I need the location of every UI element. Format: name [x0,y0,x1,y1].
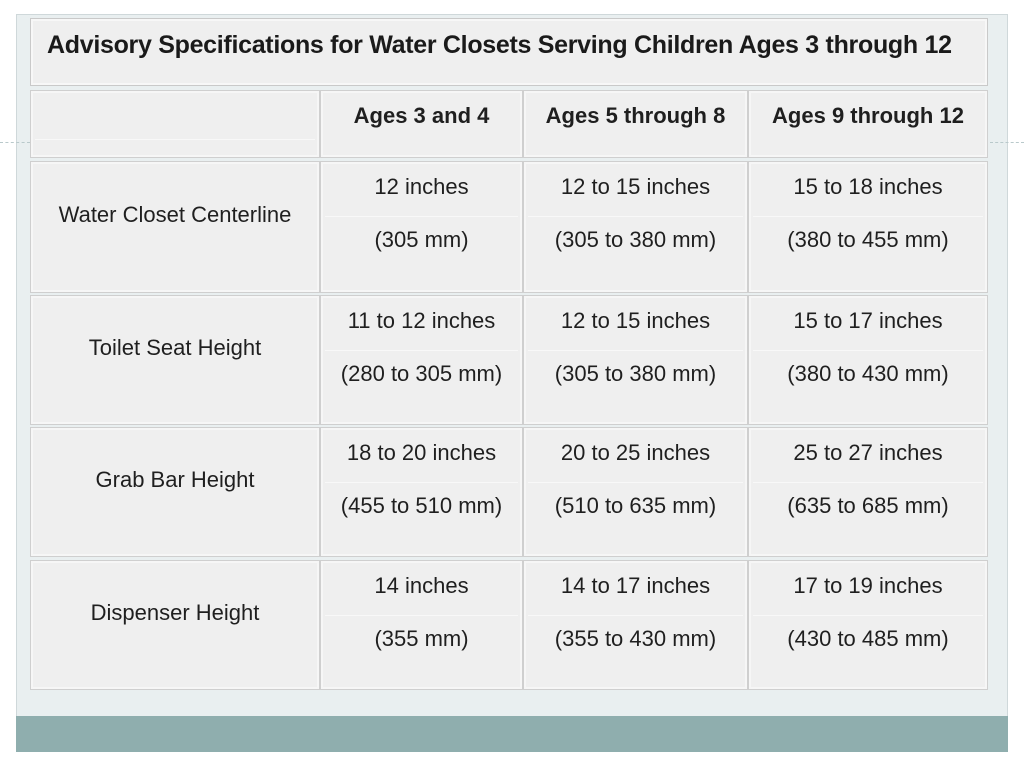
table-cell: 17 to 19 inches (430 to 485 mm) [748,560,988,690]
table-cell: 11 to 12 inches (280 to 305 mm) [320,295,523,425]
value-mm: (280 to 305 mm) [340,361,503,386]
value-mm: (305 to 380 mm) [554,361,717,386]
table-cell: 15 to 17 inches (380 to 430 mm) [748,295,988,425]
value-mm: (455 to 510 mm) [340,493,503,518]
row-label: Grab Bar Height [30,427,320,557]
value-inches: 15 to 18 inches [793,174,943,199]
value-mm: (510 to 635 mm) [554,493,717,518]
row-label: Toilet Seat Height [30,295,320,425]
value-inches: 12 to 15 inches [560,174,711,199]
value-inches: 12 inches [374,174,469,199]
table-cell: 18 to 20 inches (455 to 510 mm) [320,427,523,557]
value-inches: 18 to 20 inches [346,440,497,465]
column-header: Ages 5 through 8 [523,90,748,158]
table-cell: 14 to 17 inches (355 to 430 mm) [523,560,748,690]
guide-line-right [990,142,1024,143]
value-inches: 12 to 15 inches [560,308,711,333]
table-cell: 20 to 25 inches (510 to 635 mm) [523,427,748,557]
row-label: Dispenser Height [30,560,320,690]
table-cell: 14 inches (355 mm) [320,560,523,690]
value-mm: (355 to 430 mm) [554,626,717,651]
value-inches: 20 to 25 inches [560,440,711,465]
table-title: Advisory Specifications for Water Closet… [47,31,952,59]
title-box: Advisory Specifications for Water Closet… [30,18,988,86]
row-label: Water Closet Centerline [30,161,320,293]
value-mm: (380 to 430 mm) [787,361,949,386]
table-cell: 25 to 27 inches (635 to 685 mm) [748,427,988,557]
value-inches: 15 to 17 inches [793,308,943,333]
value-mm: (305 to 380 mm) [554,227,717,252]
value-inches: 17 to 19 inches [793,573,943,598]
header-empty-cell [30,90,320,158]
column-header: Ages 9 through 12 [748,90,988,158]
column-header: Ages 3 and 4 [320,90,523,158]
value-mm: (380 to 455 mm) [787,227,949,252]
value-inches: 11 to 12 inches [347,308,496,333]
value-inches: 25 to 27 inches [793,440,943,465]
table-cell: 12 to 15 inches (305 to 380 mm) [523,161,748,293]
footer-band [16,716,1008,752]
table-cell: 15 to 18 inches (380 to 455 mm) [748,161,988,293]
value-mm: (635 to 685 mm) [787,493,949,518]
table-cell: 12 to 15 inches (305 to 380 mm) [523,295,748,425]
value-mm: (430 to 485 mm) [787,626,949,651]
value-inches: 14 inches [374,573,469,598]
table-cell: 12 inches (305 mm) [320,161,523,293]
value-inches: 14 to 17 inches [560,573,711,598]
value-mm: (305 mm) [374,227,469,252]
value-mm: (355 mm) [374,626,469,651]
guide-line-left [0,142,30,143]
